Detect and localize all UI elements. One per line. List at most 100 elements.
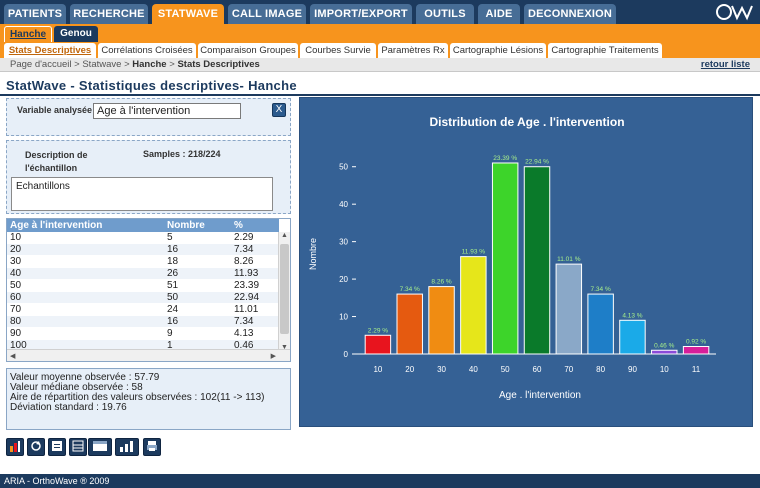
scroll-down-icon[interactable]: ▼ <box>281 344 288 351</box>
table-row[interactable]: 90 9 4.13 <box>7 328 279 339</box>
standard-deviation: Déviation standard : 19.76 <box>10 402 127 413</box>
subtab-hanche[interactable]: Hanche <box>4 26 52 42</box>
frequency-table: Age à l'intervention Nombre % 10 5 2.29 20 1… <box>6 218 291 362</box>
cell-age: 90 <box>10 328 22 339</box>
page-title: StatWave - Statistiques descriptives- Ha… <box>6 78 297 93</box>
table-row[interactable]: 50 51 23.39 <box>7 280 279 291</box>
subtab-comparaison-groupes[interactable]: Comparaison Groupes <box>198 43 298 58</box>
cell-percent: 11.01 <box>234 304 259 315</box>
calendar-icon[interactable] <box>88 438 112 456</box>
y-tick-label: 0 <box>344 350 349 359</box>
subtab-cartographie-traitements[interactable]: Cartographie Traitements <box>548 43 662 58</box>
cell-percent: 4.13 <box>234 328 254 339</box>
footer: ARIA - OrthoWave ® 2009 <box>0 474 760 488</box>
bar-chart-icon[interactable] <box>6 438 24 456</box>
bar-percent-label: 7.34 % <box>591 286 611 293</box>
table-row[interactable]: 80 16 7.34 <box>7 316 279 327</box>
x-tick-label: 80 <box>596 365 605 374</box>
crumb-hanche[interactable]: Hanche <box>132 59 167 70</box>
description-label: Description de l'échantillon <box>25 150 88 173</box>
cell-age: 60 <box>10 292 22 303</box>
table-horizontal-scrollbar[interactable]: ◀ ▶ <box>7 349 290 361</box>
subtab-parametres-rx[interactable]: Paramètres Rx <box>378 43 448 58</box>
subtab-genou[interactable]: Genou <box>54 26 98 42</box>
bar[interactable] <box>651 349 678 355</box>
bar[interactable] <box>491 162 519 355</box>
subtab-stats-descriptives[interactable]: Stats Descriptives <box>4 43 96 58</box>
cell-nombre: 26 <box>167 268 179 279</box>
tab-aide[interactable]: AIDE <box>478 4 520 24</box>
y-tick-label: 30 <box>339 238 348 247</box>
x-tick-label: 11 <box>692 365 701 374</box>
table-row[interactable]: 70 24 11.01 <box>7 304 279 315</box>
scroll-right-icon[interactable]: ▶ <box>270 353 276 360</box>
tab-statwave[interactable]: STATWAVE <box>152 4 224 24</box>
cell-percent: 8.26 <box>234 256 254 267</box>
table-row[interactable]: 40 26 11.93 <box>7 268 279 279</box>
crumb-statwave[interactable]: Statwave <box>82 59 122 70</box>
table-row[interactable]: 100 1 0.46 <box>7 340 279 351</box>
table-row[interactable]: 30 18 8.26 <box>7 256 279 267</box>
x-tick-label: 30 <box>437 365 446 374</box>
samples-count: Samples : 218/224 <box>143 149 221 159</box>
subtab-correlations[interactable]: Corrélations Croisées <box>98 43 196 58</box>
subtab-courbes-survie[interactable]: Courbes Survie <box>300 43 376 58</box>
cell-nombre: 51 <box>167 280 179 291</box>
stats-icon[interactable] <box>115 438 139 456</box>
tab-call-image[interactable]: CALL IMAGE <box>228 4 306 24</box>
scroll-left-icon[interactable]: ◀ <box>10 353 16 360</box>
table-row[interactable]: 20 16 7.34 <box>7 244 279 255</box>
back-to-list-link[interactable]: retour liste <box>700 59 750 70</box>
y-tick-label: 40 <box>339 200 348 209</box>
export-icon[interactable] <box>48 438 66 456</box>
tab-deconnexion[interactable]: DECONNEXION <box>524 4 616 24</box>
refresh-icon[interactable] <box>27 438 45 456</box>
tab-recherche[interactable]: RECHERCHE <box>70 4 148 24</box>
print-icon[interactable] <box>143 438 161 456</box>
bar[interactable] <box>523 166 551 355</box>
tab-import-export[interactable]: IMPORT/EXPORT <box>310 4 412 24</box>
variable-label: Variable analysée <box>17 105 93 115</box>
table-vertical-scrollbar[interactable]: ▲ ▼ <box>278 232 290 351</box>
x-tick-label: 90 <box>628 365 637 374</box>
y-tick-label: 50 <box>339 163 348 172</box>
cell-percent: 23.39 <box>234 280 260 291</box>
bar[interactable] <box>396 293 423 355</box>
cell-nombre: 50 <box>167 292 179 303</box>
table-header: Age à l'intervention Nombre % <box>7 219 279 232</box>
variable-panel: Variable analysée Age à l'intervention X <box>6 98 291 136</box>
crumb-home[interactable]: Page d'accueil <box>10 59 72 70</box>
tab-outils[interactable]: OUTILS <box>416 4 474 24</box>
subtab-cartographie-lesions[interactable]: Cartographie Lésions <box>450 43 546 58</box>
bar[interactable] <box>682 346 710 355</box>
table-icon[interactable] <box>69 438 87 456</box>
x-tick-label: 70 <box>564 365 573 374</box>
tab-patients[interactable]: PATIENTS <box>4 4 66 24</box>
x-tick-label: 20 <box>405 365 414 374</box>
y-tick-label: 10 <box>339 313 348 322</box>
chart-title: Distribution de Age . l'intervention <box>429 115 624 129</box>
chart-y-axis-label: Nombre <box>308 238 318 270</box>
cell-nombre: 1 <box>167 340 173 351</box>
cell-nombre: 16 <box>167 244 179 255</box>
bar-percent-label: 22.94 % <box>525 159 549 166</box>
bar[interactable] <box>364 334 392 355</box>
x-tick-label: 50 <box>501 365 510 374</box>
bar[interactable] <box>619 319 646 355</box>
bar[interactable] <box>555 263 583 355</box>
title-divider <box>0 94 760 96</box>
bar[interactable] <box>460 256 487 355</box>
scroll-thumb[interactable] <box>280 244 289 334</box>
scroll-up-icon[interactable]: ▲ <box>281 232 288 239</box>
cell-percent: 22.94 <box>234 292 260 303</box>
bar[interactable] <box>428 286 455 355</box>
bar[interactable] <box>587 293 614 355</box>
bar-percent-label: 0.92 % <box>686 339 706 346</box>
crumb-separator: > <box>169 59 175 70</box>
column-header-age: Age à l'intervention <box>10 220 103 231</box>
sample-textarea[interactable]: Echantillons <box>11 177 273 211</box>
table-row[interactable]: 60 50 22.94 <box>7 292 279 303</box>
table-row[interactable]: 10 5 2.29 <box>7 232 279 243</box>
variable-input[interactable]: Age à l'intervention <box>93 103 241 119</box>
clear-variable-button[interactable]: X <box>272 103 286 117</box>
